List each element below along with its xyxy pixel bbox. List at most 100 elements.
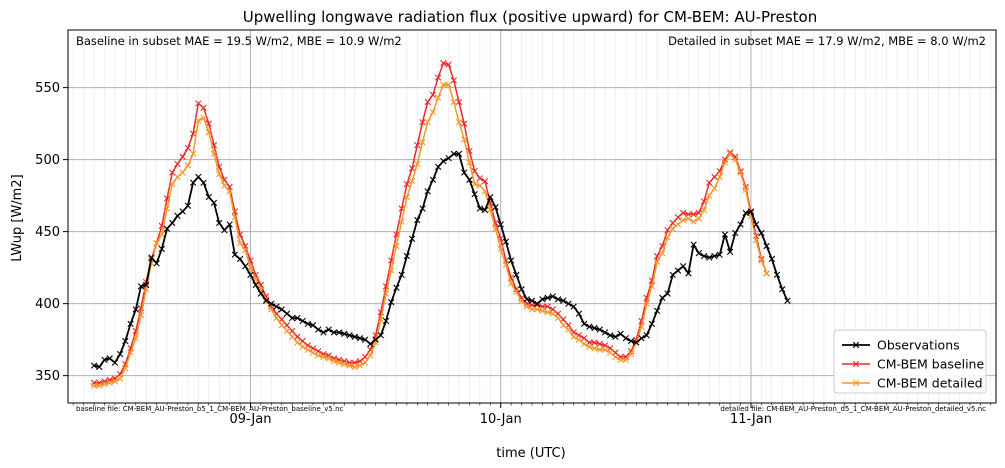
data-point-marker (768, 255, 776, 263)
marker-stroke (304, 320, 312, 327)
data-point-marker (549, 293, 557, 300)
legend-item: Observations (842, 338, 960, 353)
marker-stroke (481, 178, 489, 185)
marker-stroke (570, 303, 577, 310)
data-point-marker (429, 176, 437, 183)
marker-stroke (534, 306, 541, 313)
data-point-marker (607, 332, 614, 339)
marker-stroke (659, 294, 666, 302)
marker-stroke (544, 309, 551, 316)
data-point-marker (487, 206, 494, 214)
marker-stroke (622, 335, 630, 342)
data-point-marker (367, 352, 374, 359)
data-point-marker (169, 169, 176, 176)
data-point-marker (706, 254, 713, 261)
marker-stroke (419, 118, 426, 126)
data-point-marker (388, 299, 395, 306)
data-point-marker (596, 346, 603, 353)
marker-stroke (106, 379, 113, 387)
data-point-marker (455, 150, 463, 158)
data-point-marker (549, 310, 557, 317)
marker-stroke (403, 180, 411, 188)
data-point-marker (294, 314, 301, 322)
marker-stroke (690, 218, 697, 225)
data-point-marker (106, 379, 113, 387)
marker-stroke (659, 250, 666, 257)
marker-stroke (382, 317, 390, 325)
data-point-marker (700, 252, 708, 260)
marker-stroke (664, 234, 671, 241)
data-point-marker (424, 188, 431, 195)
data-point-marker (356, 362, 364, 369)
marker-stroke (476, 182, 484, 189)
data-point-marker (288, 327, 296, 335)
legend-marker (852, 360, 860, 368)
marker-stroke (205, 193, 212, 201)
marker-stroke (737, 221, 744, 228)
data-point-marker (403, 252, 411, 260)
data-point-marker (685, 215, 692, 222)
marker-stroke (377, 332, 384, 339)
marker-stroke (732, 229, 739, 237)
data-point-marker (518, 297, 525, 304)
marker-stroke (721, 231, 729, 238)
data-point-marker (330, 329, 338, 336)
marker-stroke (101, 381, 108, 388)
data-point-marker (226, 188, 233, 195)
data-point-marker (419, 118, 426, 126)
data-point-marker (341, 330, 348, 338)
data-point-marker (700, 206, 708, 214)
marker-stroke (455, 98, 463, 106)
marker-stroke (461, 120, 468, 127)
marker-stroke (492, 225, 499, 232)
marker-stroke (367, 352, 374, 359)
marker-stroke (752, 221, 760, 228)
marker-stroke (440, 59, 447, 67)
marker-stroke (372, 336, 379, 343)
data-point-marker (377, 316, 384, 323)
data-point-marker (414, 142, 421, 149)
marker-stroke (450, 98, 457, 106)
marker-stroke (674, 221, 682, 228)
data-point-marker (257, 290, 265, 297)
marker-stroke (189, 179, 197, 186)
marker-stroke (356, 362, 364, 369)
marker-stroke (513, 288, 520, 296)
data-point-marker (690, 211, 697, 218)
y-tick-label: 450 (35, 225, 60, 240)
data-point-marker (481, 206, 489, 214)
marker-stroke (596, 340, 603, 348)
marker-stroke (90, 382, 98, 389)
data-point-marker (346, 362, 353, 369)
data-point-marker (200, 114, 207, 122)
marker-stroke (706, 192, 713, 199)
data-point-marker (471, 180, 478, 188)
y-tick-label: 500 (35, 153, 60, 168)
y-tick-label: 400 (35, 297, 60, 312)
data-point-marker (737, 169, 744, 176)
data-point-marker (132, 335, 139, 342)
marker-stroke (726, 150, 734, 158)
data-point-marker (221, 226, 228, 234)
data-point-marker (179, 208, 186, 215)
legend-marker (852, 341, 860, 349)
data-point-marker (153, 239, 160, 247)
x-tick-label: 11-Jan (730, 412, 772, 427)
data-point-marker (690, 218, 697, 225)
data-point-marker (283, 310, 291, 317)
marker-stroke (680, 262, 687, 270)
series-layer (90, 59, 791, 389)
marker-stroke (643, 332, 650, 339)
data-point-marker (367, 340, 374, 348)
data-point-marker (434, 163, 442, 171)
marker-stroke (518, 286, 525, 293)
data-point-marker (419, 139, 426, 146)
data-point-marker (90, 382, 98, 389)
data-point-marker (497, 245, 504, 253)
data-point-marker (507, 257, 515, 264)
data-point-marker (445, 154, 452, 162)
marker-stroke (497, 245, 504, 253)
marker-stroke (450, 150, 457, 158)
data-point-marker (195, 173, 202, 181)
